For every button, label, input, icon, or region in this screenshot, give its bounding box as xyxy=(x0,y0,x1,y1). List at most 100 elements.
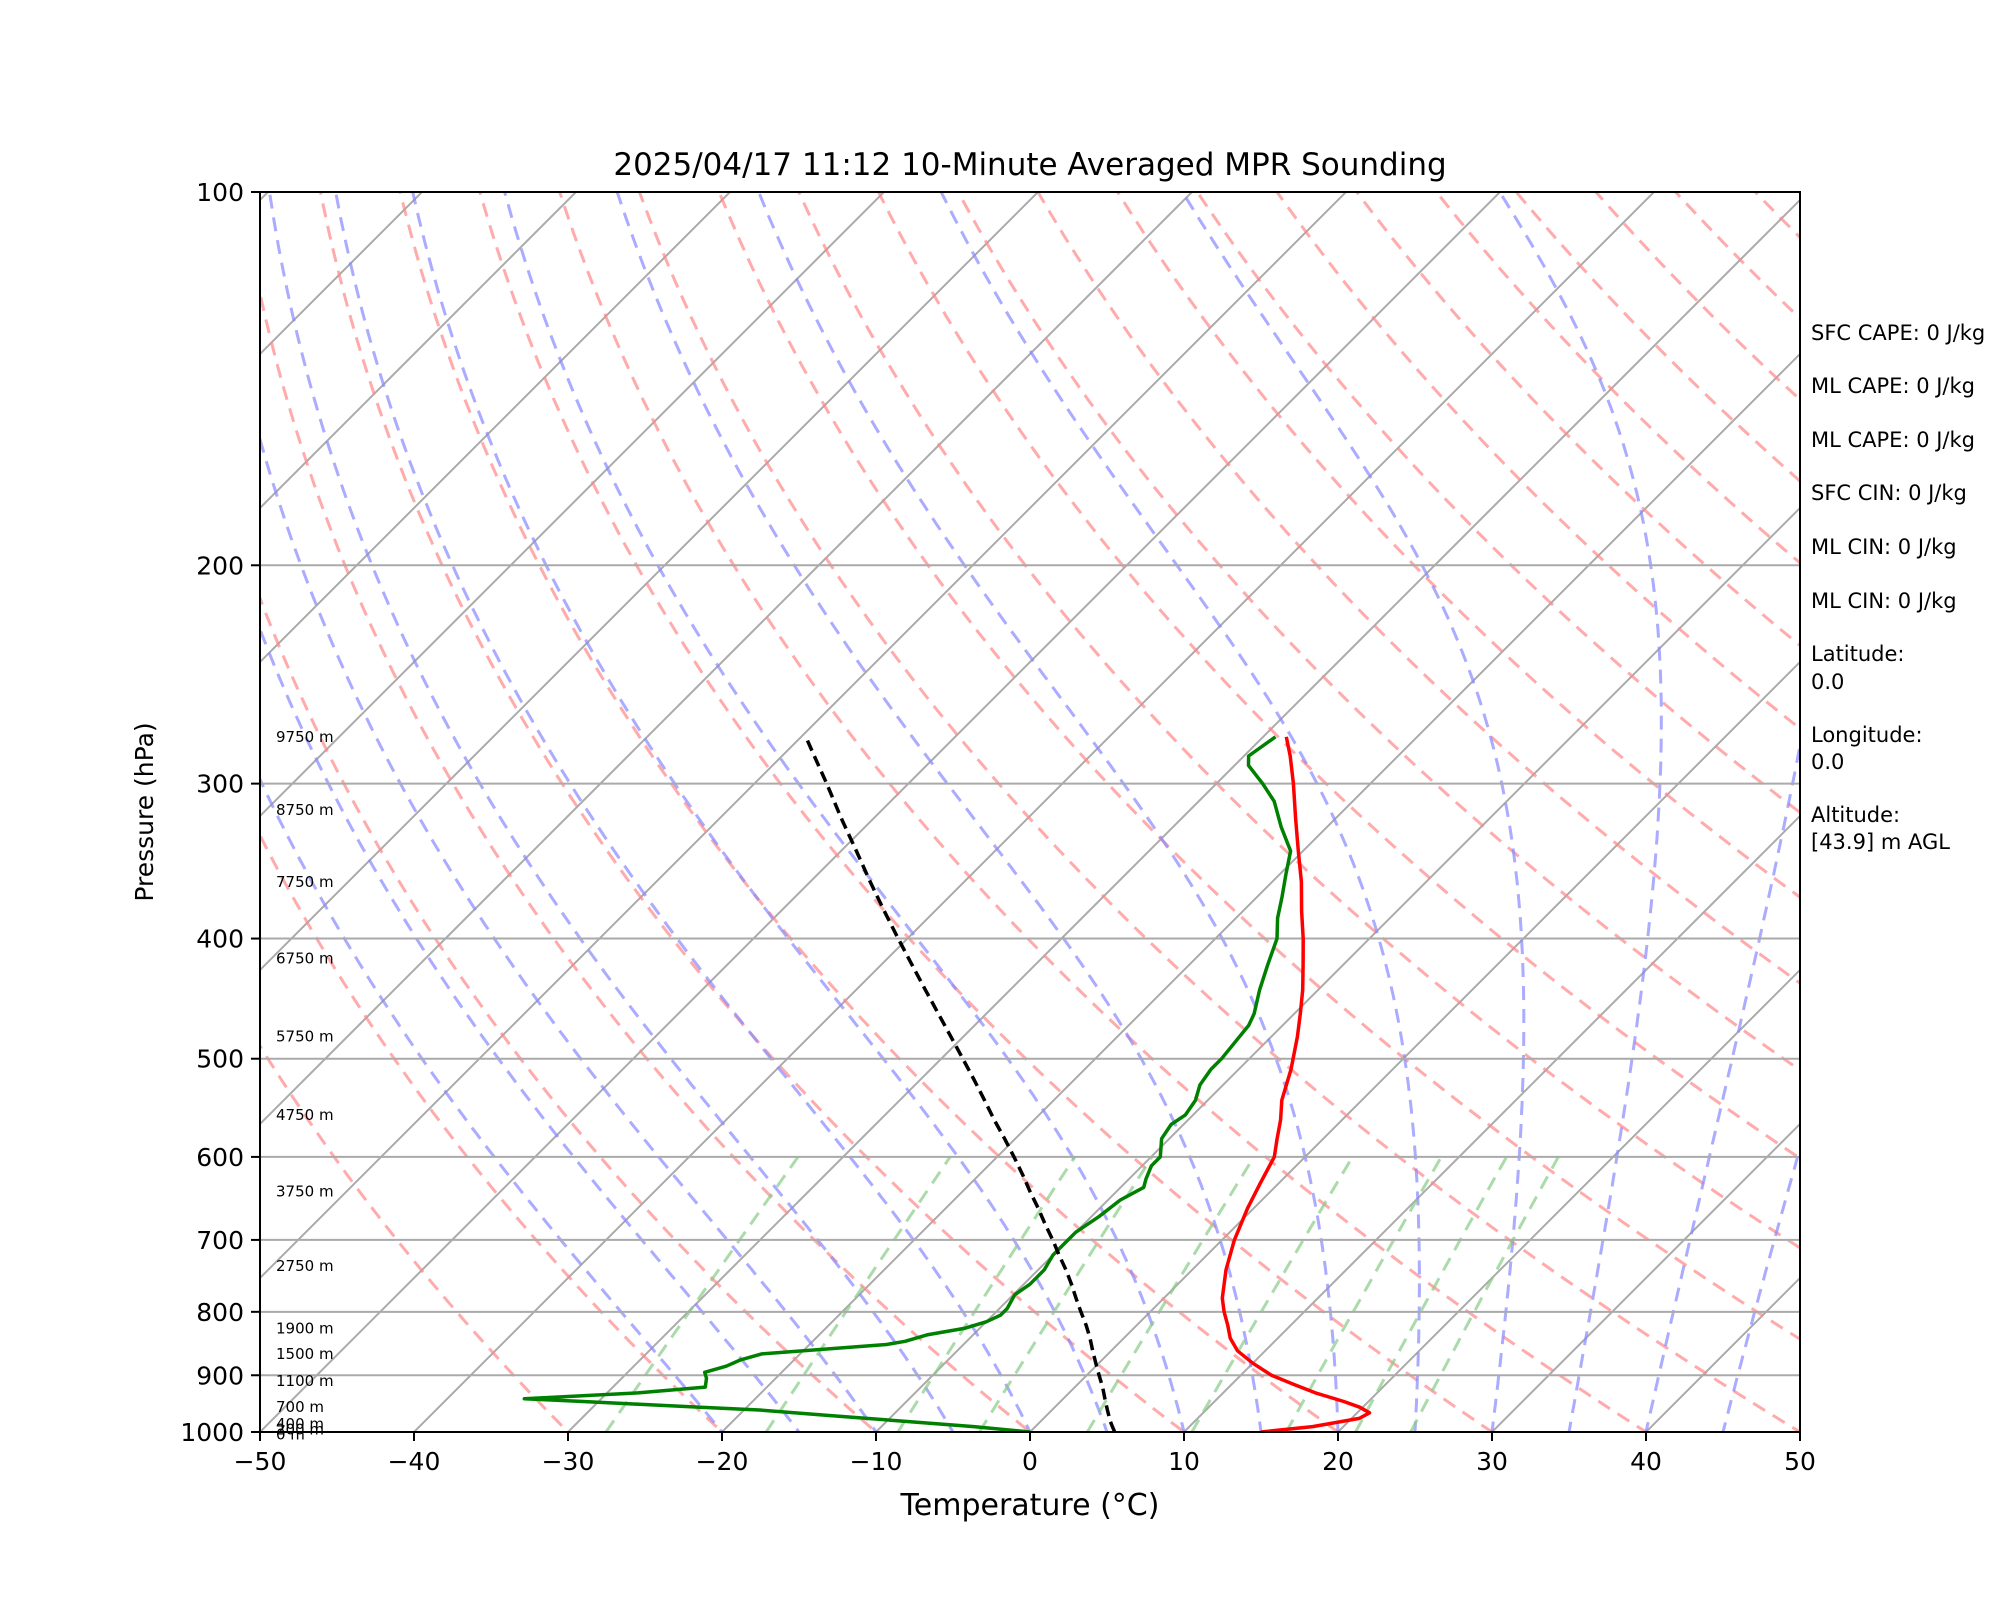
info-sfc-cin: SFC CIN: 0 J/kg xyxy=(1811,481,1967,505)
isotherm-line xyxy=(260,192,578,510)
x-tick-label: 10 xyxy=(1168,1447,1200,1476)
isobar-gridlines xyxy=(260,192,1800,1432)
moist-adiabat-line xyxy=(1498,192,1663,1432)
x-axis-ticks: −50 −40 −30 −20 −10 0 10 20 30 40 50 xyxy=(234,1432,1816,1476)
x-tick-label: 30 xyxy=(1476,1447,1508,1476)
info-ml-cin: ML CIN: 0 J/kg xyxy=(1811,535,1957,559)
sounding-profiles xyxy=(522,735,1372,1432)
dewpoint-profile xyxy=(522,735,1293,1432)
y-tick-label: 900 xyxy=(196,1361,244,1390)
y-tick-label: 400 xyxy=(196,925,244,954)
moist-adiabat-line xyxy=(939,192,1421,1432)
height-label: 1900 m xyxy=(276,1319,334,1337)
mixing-ratio-line xyxy=(1190,1156,1354,1432)
height-label: 2750 m xyxy=(276,1257,334,1275)
info-altitude-label: Altitude: xyxy=(1811,803,1900,827)
mixing-ratio-line xyxy=(604,1156,800,1432)
dry-adiabat-line xyxy=(876,192,1800,1161)
x-tick-label: −30 xyxy=(542,1447,595,1476)
moist-adiabat-line xyxy=(411,192,1109,1432)
dry-adiabat-line xyxy=(1036,192,1800,985)
info-longitude-value: 0.0 xyxy=(1811,750,1844,774)
y-tick-label: 300 xyxy=(196,770,244,799)
x-tick-label: −10 xyxy=(850,1447,903,1476)
y-tick-label: 800 xyxy=(196,1298,244,1327)
moist-adiabat-line xyxy=(260,433,878,1432)
dry-adiabat-line xyxy=(1593,192,1800,402)
isotherm-line xyxy=(1028,660,1800,1432)
isotherm-line xyxy=(1182,814,1800,1432)
mixing-ratio-line xyxy=(978,1156,1154,1432)
dry-adiabat-line xyxy=(1195,192,1800,815)
mixing-ratio-line xyxy=(1409,1156,1560,1432)
isotherm-line xyxy=(1336,968,1800,1432)
dry-adiabat-line xyxy=(717,192,1800,1341)
moist-adiabat-line xyxy=(615,192,1263,1432)
moist-adiabat-line xyxy=(268,192,955,1432)
y-tick-label: 100 xyxy=(196,178,244,207)
y-tick-label: 600 xyxy=(196,1143,244,1172)
x-tick-label: −40 xyxy=(388,1447,441,1476)
mixing-ratio-line xyxy=(896,1156,1077,1432)
height-label: 200 m xyxy=(276,1420,324,1438)
height-label: 9750 m xyxy=(276,728,334,746)
background-lines xyxy=(260,192,1800,1432)
height-label: 5750 m xyxy=(276,1028,334,1046)
dry-adiabat-line xyxy=(797,192,1800,1250)
x-tick-label: 20 xyxy=(1322,1447,1354,1476)
dry-adiabat-line xyxy=(318,192,1187,1432)
moist-adiabat-line xyxy=(1181,192,1526,1432)
isotherm-line xyxy=(260,192,886,818)
dry-adiabat-line xyxy=(1115,192,1800,900)
info-latitude-label: Latitude: xyxy=(1811,642,1905,666)
info-ml-cin-2: ML CIN: 0 J/kg xyxy=(1811,589,1957,613)
info-latitude-value: 0.0 xyxy=(1811,670,1844,694)
height-label: 4750 m xyxy=(276,1106,334,1124)
isotherm-line xyxy=(260,192,1040,972)
height-label: 1500 m xyxy=(276,1345,334,1363)
info-ml-cape-2: ML CAPE: 0 J/kg xyxy=(1811,428,1975,452)
parcel-profile xyxy=(804,736,1117,1432)
moist-adiabat-line xyxy=(260,625,801,1432)
isotherm-line xyxy=(412,192,1656,1432)
moist-adiabat-line xyxy=(757,192,1340,1432)
height-label: 8750 m xyxy=(276,801,334,819)
moist-adiabat-line xyxy=(1644,738,1800,1432)
isotherm-line xyxy=(566,198,1800,1432)
y-axis-ticks: 1000 900 800 700 600 500 400 300 200 100 xyxy=(180,178,260,1447)
y-tick-label: 700 xyxy=(196,1226,244,1255)
info-ml-cape: ML CAPE: 0 J/kg xyxy=(1811,374,1975,398)
info-longitude-label: Longitude: xyxy=(1811,723,1923,747)
moist-adiabat-line xyxy=(503,192,1186,1432)
dry-adiabat-line xyxy=(1434,192,1800,565)
dry-adiabat-line xyxy=(260,832,725,1432)
isotherm-line xyxy=(260,192,1502,1432)
height-label: 0 m xyxy=(276,1426,305,1444)
temperature-profile xyxy=(1220,736,1372,1432)
moist-adiabat-line xyxy=(260,775,724,1432)
x-tick-label: −20 xyxy=(696,1447,749,1476)
moist-adiabat-line xyxy=(334,192,1032,1432)
dry-adiabat-line xyxy=(1275,192,1800,731)
info-panel: SFC CAPE: 0 J/kg ML CAPE: 0 J/kg ML CAPE… xyxy=(1811,321,1985,854)
isotherm-line xyxy=(720,352,1800,1432)
x-tick-label: −50 xyxy=(234,1447,287,1476)
x-tick-label: 50 xyxy=(1784,1447,1816,1476)
dry-adiabat-line xyxy=(260,286,1033,1432)
isotherm-line xyxy=(260,192,732,664)
info-altitude-value: [43.9] m AGL xyxy=(1811,830,1950,854)
y-tick-label: 1000 xyxy=(180,1418,244,1447)
dry-adiabat-line xyxy=(637,192,1800,1432)
mixing-ratio-line xyxy=(1354,1156,1508,1432)
x-tick-label: 40 xyxy=(1630,1447,1662,1476)
isotherm-line xyxy=(260,192,1348,1280)
isotherm-line xyxy=(1490,1122,1800,1432)
mixing-ratio-line xyxy=(1086,1156,1256,1432)
height-label: 1100 m xyxy=(276,1372,334,1390)
dry-adiabat-line xyxy=(478,192,1495,1432)
height-label: 400 m xyxy=(276,1415,324,1433)
mixing-ratio-line xyxy=(1284,1156,1443,1432)
mixing-ratio-line xyxy=(764,1156,952,1432)
